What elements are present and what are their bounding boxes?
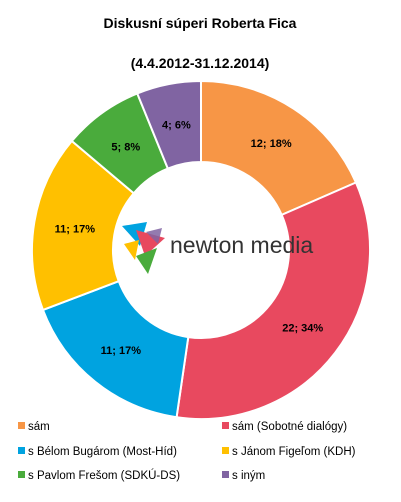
legend-swatch-3 [222,447,229,454]
slice-5 [135,79,202,170]
legend-label-4: s Pavlom Frešom (SDKÚ-DS) [28,469,180,482]
chart-subtitle: (4.4.2012-31.12.2014) [131,55,270,71]
slice-1 [175,181,371,420]
slice-2 [41,279,190,419]
logo-mark-yellow [124,240,139,260]
slice-0 [200,79,358,217]
legend: sám sám (Sobotné dialógy) s Bélom Bugárom … [18,421,356,482]
chart-title: Diskusní súperi Roberta Fica [104,15,297,31]
legend-label-1: sám (Sobotné dialógy) [232,421,347,433]
legend-swatch-5 [222,471,229,478]
legend-swatch-4 [18,471,25,478]
legend-label-2: s Bélom Bugárom (Most-Híd) [28,446,177,458]
legend-swatch-1 [222,422,229,429]
slices-group [31,79,371,420]
slice-label-0: 12; 18% [251,138,292,150]
slice-label-5: 4; 6% [162,119,191,131]
slice-label-1: 22; 34% [282,323,323,335]
slice-3 [31,139,136,312]
legend-label-5: s iným [232,470,265,482]
legend-swatch-2 [18,447,25,454]
logo-mark-green [136,248,157,274]
legend-swatch-0 [18,422,25,429]
slice-label-2: 11; 17% [101,345,142,357]
slice-label-4: 5; 8% [111,141,140,153]
logo-text: newton media [170,232,313,258]
legend-label-0: sám [28,421,50,433]
newton-media-logo: newton media [122,222,313,274]
slice-label-3: 11; 17% [55,223,96,235]
logo-mark-purple [146,228,162,244]
slice-labels-group: 12; 18% 22; 34% 11; 17% 11; 17% 5; 8% 4; 6% [55,119,324,356]
legend-label-3: s Jánom Figeľom (KDH) [232,446,356,458]
